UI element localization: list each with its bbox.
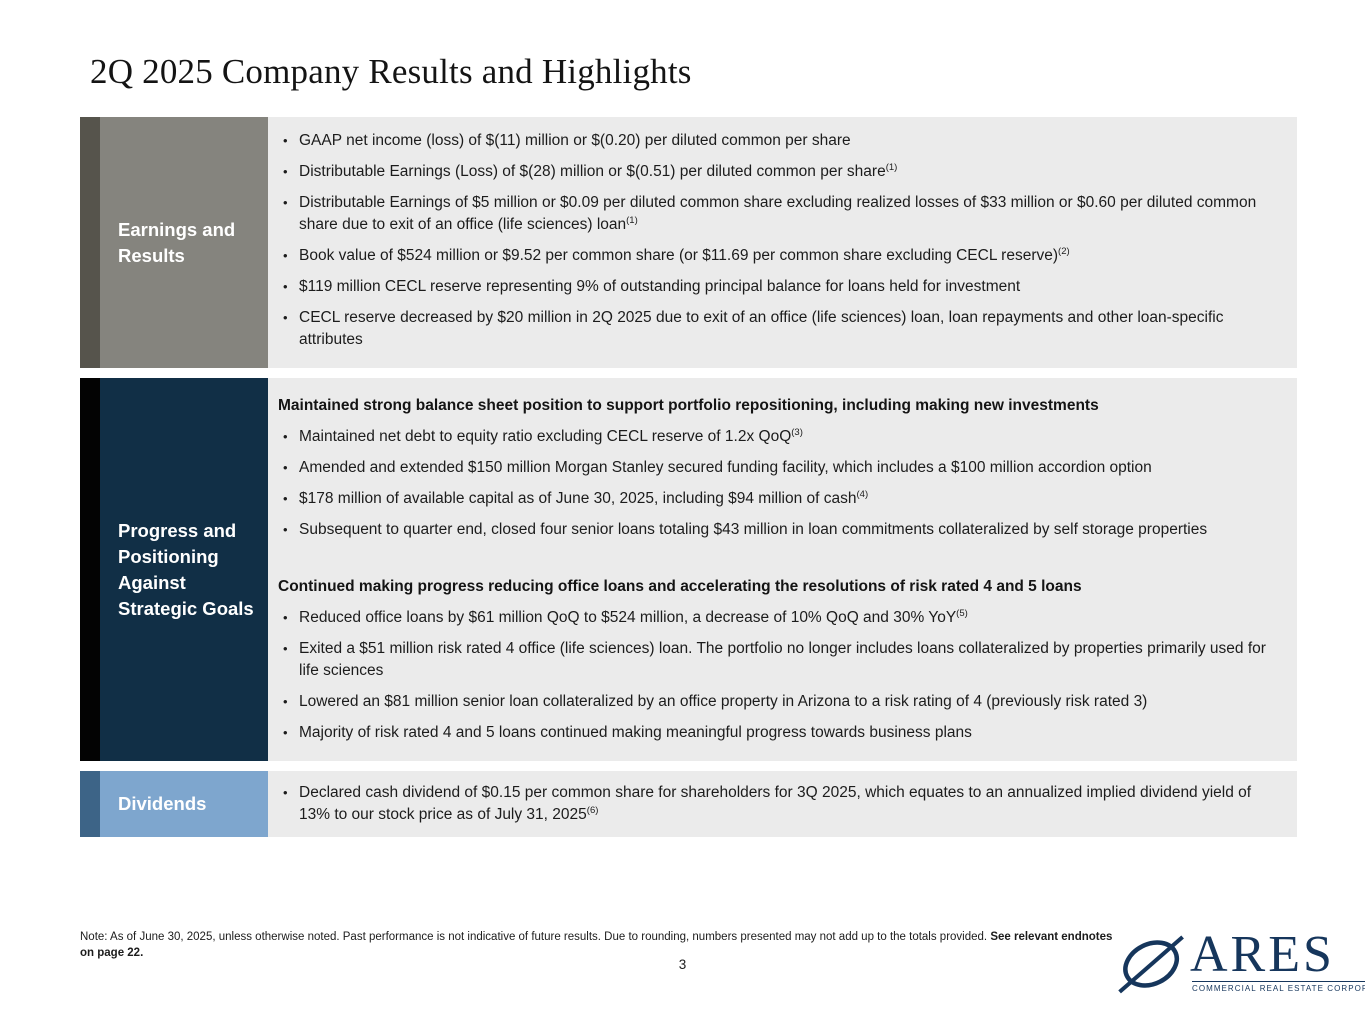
bullet-text: Lowered an $81 million senior loan colla…	[299, 693, 1148, 710]
bullet-text: Distributable Earnings (Loss) of $(28) m…	[299, 163, 886, 180]
sections-container: Earnings and Results • GAAP net income (l…	[80, 117, 1297, 847]
list-item: • Distributable Earnings of $5 million or…	[278, 192, 1283, 236]
list-item: • Reduced office loans by $61 million QoQ…	[278, 607, 1283, 629]
bullet-icon: •	[283, 725, 288, 740]
bullet-text: Reduced office loans by $61 million QoQ …	[299, 609, 957, 626]
list-item: • Majority of risk rated 4 and 5 loans co…	[278, 722, 1283, 744]
endnote-ref: (1)	[885, 161, 898, 173]
list-item: • $178 million of available capital as of…	[278, 488, 1283, 510]
bullet-icon: •	[283, 460, 288, 475]
section-label-text: Dividends	[100, 771, 268, 837]
group-heading-office-loans: Continued making progress reducing offic…	[278, 578, 1082, 595]
section-label-earnings: Earnings and Results	[80, 117, 268, 368]
bullet-text: Exited a $51 million risk rated 4 office…	[299, 640, 1266, 679]
bullet-text: Distributable Earnings of $5 million or …	[299, 194, 1257, 233]
footnote-endnotes-ref: See relevant endnotes on page 22.	[80, 931, 1113, 959]
bullet-text: Majority of risk rated 4 and 5 loans con…	[299, 724, 972, 741]
logo-wordmark: ARES	[1190, 926, 1335, 983]
footnote: Note: As of June 30, 2025, unless otherw…	[80, 930, 1120, 961]
group-spacer	[278, 550, 1283, 576]
section-accent-bar	[80, 117, 100, 368]
bullet-text: CECL reserve decreased by $20 million in…	[299, 309, 1224, 348]
section-earnings-and-results: Earnings and Results • GAAP net income (l…	[80, 117, 1297, 368]
page-number: 3	[678, 957, 687, 972]
section-content-progress: Maintained strong balance sheet position…	[268, 378, 1297, 761]
list-item: • $119 million CECL reserve representing …	[278, 276, 1283, 298]
list-item: • GAAP net income (loss) of $(11) million…	[278, 130, 1283, 152]
endnote-ref: (1)	[626, 214, 638, 226]
list-item: • Lowered an $81 million senior loan coll…	[278, 691, 1283, 713]
section-accent-bar	[80, 378, 100, 761]
endnote-ref: (2)	[1058, 245, 1070, 257]
bullet-text: Book value of $524 million or $9.52 per …	[299, 247, 1059, 264]
endnote-ref: (4)	[856, 488, 869, 500]
bullet-icon: •	[283, 610, 288, 625]
list-item: • Amended and extended $150 million Morga…	[278, 457, 1283, 479]
list-item: • Declared cash dividend of $0.15 per com…	[278, 782, 1283, 826]
logo-tagline: COMMERCIAL REAL ESTATE CORPORATION	[1192, 984, 1365, 993]
ares-globe-icon	[1116, 932, 1188, 1001]
bullet-icon: •	[283, 429, 288, 444]
list-item: • Maintained net debt to equity ratio exc…	[278, 426, 1283, 448]
bullet-icon: •	[283, 195, 288, 210]
bullet-icon: •	[283, 248, 288, 263]
group-heading-balance-sheet: Maintained strong balance sheet position…	[278, 397, 1099, 414]
bullet-text: $178 million of available capital as of …	[299, 490, 857, 507]
endnote-ref: (5)	[956, 607, 968, 619]
list-item: • Exited a $51 million risk rated 4 offic…	[278, 638, 1283, 682]
endnote-ref: (3)	[791, 426, 803, 438]
ares-logo: ARES COMMERCIAL REAL ESTATE CORPORATION	[1116, 926, 1365, 1001]
bullet-icon: •	[283, 310, 288, 325]
section-content-earnings: • GAAP net income (loss) of $(11) million…	[268, 117, 1297, 368]
bullet-icon: •	[283, 522, 288, 537]
section-label-text: Earnings and Results	[100, 117, 268, 368]
bullet-icon: •	[283, 133, 288, 148]
bullet-icon: •	[283, 491, 288, 506]
list-item: • Subsequent to quarter end, closed four …	[278, 519, 1283, 541]
bullet-icon: •	[283, 641, 288, 656]
bullet-icon: •	[283, 279, 288, 294]
section-dividends: Dividends • Declared cash dividend of $0.…	[80, 771, 1297, 837]
footnote-text: Note: As of June 30, 2025, unless otherw…	[80, 931, 991, 943]
list-item: • CECL reserve decreased by $20 million i…	[278, 307, 1283, 351]
section-label-dividends: Dividends	[80, 771, 268, 837]
section-content-dividends: • Declared cash dividend of $0.15 per com…	[268, 771, 1297, 837]
bullet-icon: •	[283, 785, 288, 800]
bullet-icon: •	[283, 694, 288, 709]
section-label-text: Progress and Positioning Against Strateg…	[100, 378, 268, 761]
logo-rule	[1192, 981, 1365, 982]
bullet-text: Maintained net debt to equity ratio excl…	[299, 428, 792, 445]
bullet-text: Subsequent to quarter end, closed four s…	[299, 521, 1208, 538]
bullet-text: $119 million CECL reserve representing 9…	[299, 278, 1021, 295]
section-accent-bar	[80, 771, 100, 837]
bullet-text: Declared cash dividend of $0.15 per comm…	[299, 784, 1252, 823]
section-progress-and-positioning: Progress and Positioning Against Strateg…	[80, 378, 1297, 761]
list-item: • Book value of $524 million or $9.52 per…	[278, 245, 1283, 267]
list-item: • Distributable Earnings (Loss) of $(28) …	[278, 161, 1283, 183]
endnote-ref: (6)	[586, 804, 599, 816]
bullet-text: Amended and extended $150 million Morgan…	[299, 459, 1152, 476]
bullet-text: GAAP net income (loss) of $(11) million …	[299, 132, 851, 149]
bullet-icon: •	[283, 164, 288, 179]
section-label-progress: Progress and Positioning Against Strateg…	[80, 378, 268, 761]
page-title: 2Q 2025 Company Results and Highlights	[90, 52, 692, 91]
